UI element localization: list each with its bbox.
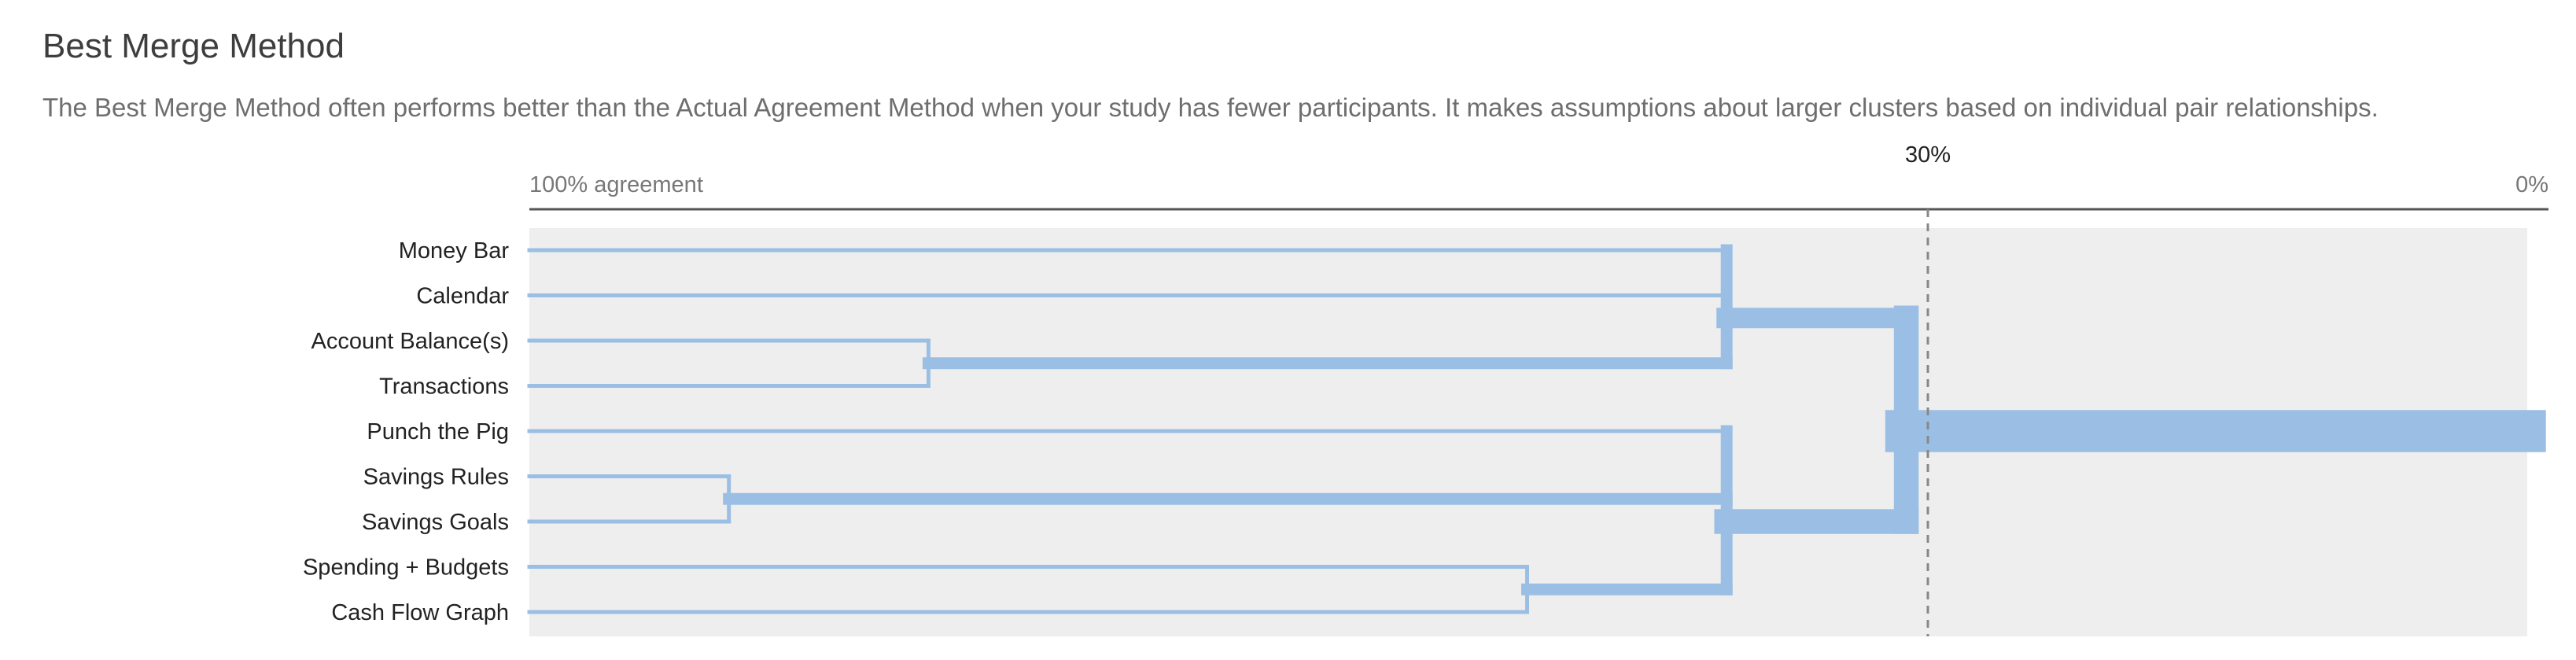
leaf-label: Savings Goals <box>362 510 509 535</box>
leaf-labels: Money Bar Calendar Account Balance(s) Trans… <box>303 238 509 625</box>
leaf-label: Money Bar <box>399 238 510 264</box>
leaf-label: Punch the Pig <box>367 419 509 444</box>
axis-right-label: 0% <box>2515 172 2548 197</box>
leaf-label: Savings Rules <box>363 465 509 490</box>
leaf-label: Transactions <box>379 374 509 400</box>
threshold-label: 30% <box>1905 142 1951 168</box>
page-description: The Best Merge Method often performs bet… <box>42 93 2379 122</box>
leaf-label: Cash Flow Graph <box>331 600 509 625</box>
leaf-label: Calendar <box>416 284 509 309</box>
dendrogram-branches <box>527 244 2546 614</box>
leaf-label: Account Balance(s) <box>311 329 509 354</box>
leaf-label: Spending + Budgets <box>303 555 509 581</box>
page-title: Best Merge Method <box>42 27 345 65</box>
axis-left-label: 100% agreement <box>529 172 703 197</box>
